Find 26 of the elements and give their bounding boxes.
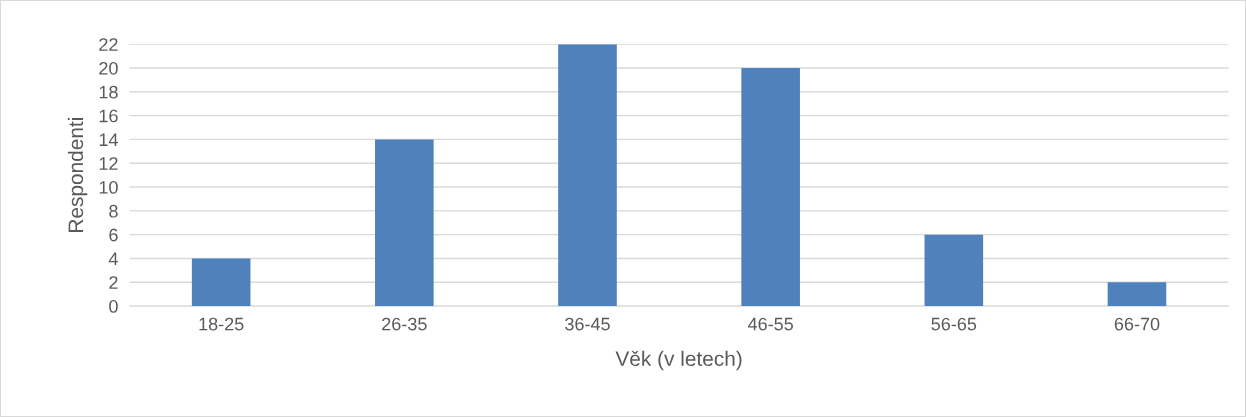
y-tick-label: 20 <box>99 61 118 75</box>
y-tick-label: 10 <box>99 180 118 194</box>
y-tick-label: 6 <box>109 228 118 242</box>
x-tick-label: 66-70 <box>1114 317 1160 331</box>
y-tick-label: 16 <box>99 109 118 123</box>
bar <box>558 44 617 307</box>
bar <box>191 258 251 307</box>
y-tick-label: 2 <box>109 276 118 289</box>
y-tick-label: 12 <box>99 157 118 170</box>
x-tick-label: 36-45 <box>565 317 610 331</box>
y-tick-label: 14 <box>99 133 118 146</box>
x-tick-label: 46-55 <box>747 317 793 331</box>
y-tick-label: 0 <box>109 300 118 313</box>
x-tick-label: 18-25 <box>199 317 244 331</box>
bar <box>375 139 434 307</box>
bar <box>1107 282 1167 307</box>
y-tick-label: 4 <box>108 252 118 266</box>
x-axis-title: Věk (v letech) <box>615 350 742 371</box>
y-axis-title: Respondenti <box>67 118 88 232</box>
bar <box>741 68 800 307</box>
y-tick-label: 18 <box>99 85 118 99</box>
y-tick-label: 8 <box>109 204 118 218</box>
y-tick-label: 22 <box>99 38 118 51</box>
x-tick-label: 56-65 <box>931 317 977 331</box>
bar <box>924 234 984 307</box>
x-tick-label: 26-35 <box>382 317 427 331</box>
